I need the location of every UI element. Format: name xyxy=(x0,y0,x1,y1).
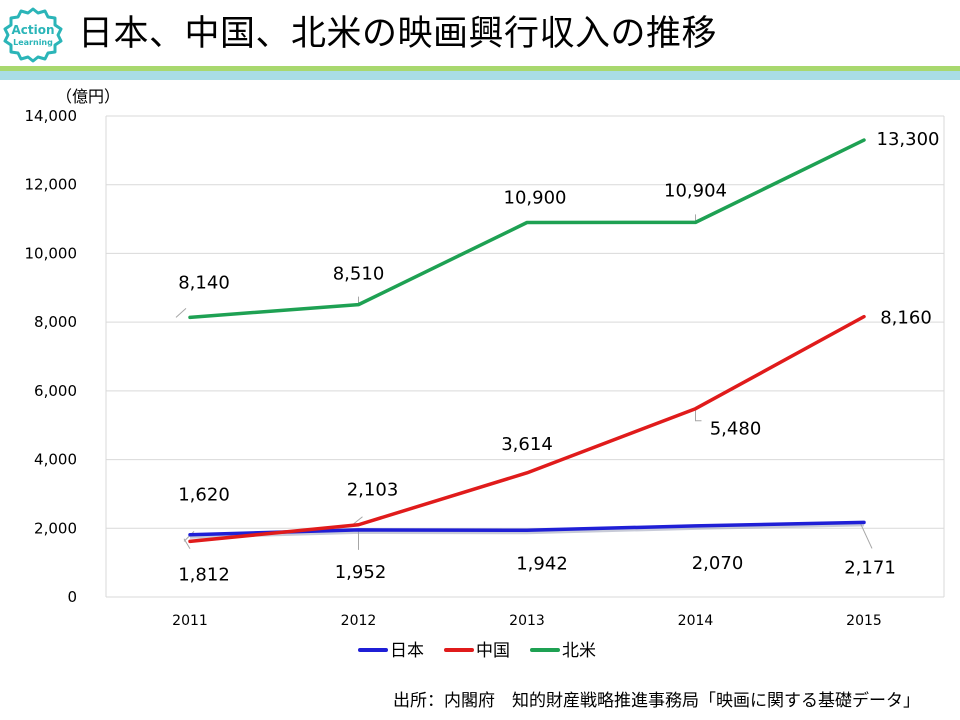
data-label-china: 2,103 xyxy=(347,480,399,501)
logo-badge-shape xyxy=(3,7,63,63)
y-unit-label: （億円） xyxy=(56,87,120,106)
data-label-japan: 2,171 xyxy=(844,557,896,578)
legend-label-north_america: 北米 xyxy=(562,641,596,661)
action-learning-logo: Action Learning xyxy=(3,7,63,63)
data-label-north_america: 13,300 xyxy=(877,129,940,150)
series-line-shadow xyxy=(189,522,865,539)
data-label-north_america: 10,904 xyxy=(664,180,727,201)
x-tick-label: 2011 xyxy=(172,613,208,629)
source-note: 出所：内閣府 知的財産戦略推進事務局「映画に関する基礎データ」 xyxy=(393,691,920,711)
data-label-north_america: 8,140 xyxy=(178,272,230,293)
data-label-japan: 2,070 xyxy=(692,553,744,574)
leader-line xyxy=(175,307,187,318)
logo-text-action: Action xyxy=(11,23,54,37)
series-line-north_america xyxy=(188,138,866,320)
leader-line xyxy=(859,522,873,549)
y-tick-label: 12,000 xyxy=(25,176,78,194)
data-label-china: 3,614 xyxy=(501,434,553,455)
data-label-north_america: 8,510 xyxy=(333,264,385,285)
series-line-china xyxy=(188,314,866,544)
y-tick-label: 2,000 xyxy=(34,519,77,537)
x-tick-label: 2015 xyxy=(846,613,882,629)
legend-label-japan: 日本 xyxy=(390,641,424,661)
data-label-china: 8,160 xyxy=(880,308,932,329)
data-label-japan: 1,942 xyxy=(516,553,568,574)
logo-text-learning: Learning xyxy=(13,38,53,47)
title-divider xyxy=(0,66,960,80)
leader-line xyxy=(695,408,702,422)
x-tick-label: 2014 xyxy=(678,613,714,629)
y-tick-label: 0 xyxy=(67,588,77,606)
data-label-north_america: 10,900 xyxy=(504,188,567,209)
y-tick-label: 10,000 xyxy=(25,244,78,262)
y-tick-label: 6,000 xyxy=(34,382,77,400)
slide-title: 日本、中国、北米の映画興行収入の推移 xyxy=(78,14,718,54)
x-tick-label: 2012 xyxy=(341,613,377,629)
y-tick-label: 14,000 xyxy=(25,107,78,125)
legend-label-china: 中国 xyxy=(476,641,510,661)
leader-line xyxy=(352,516,363,526)
data-label-japan: 1,952 xyxy=(335,562,387,583)
data-label-japan: 1,812 xyxy=(178,565,230,586)
data-label-china: 1,620 xyxy=(178,484,230,505)
revenue-line-chart: 0 2,000 4,000 6,000 8,000 10,000 12,000 14,000（… xyxy=(25,87,945,661)
y-tick-label: 8,000 xyxy=(34,313,77,331)
data-label-china: 5,480 xyxy=(710,419,762,440)
x-tick-label: 2013 xyxy=(509,613,545,629)
y-tick-label: 4,000 xyxy=(34,451,77,469)
